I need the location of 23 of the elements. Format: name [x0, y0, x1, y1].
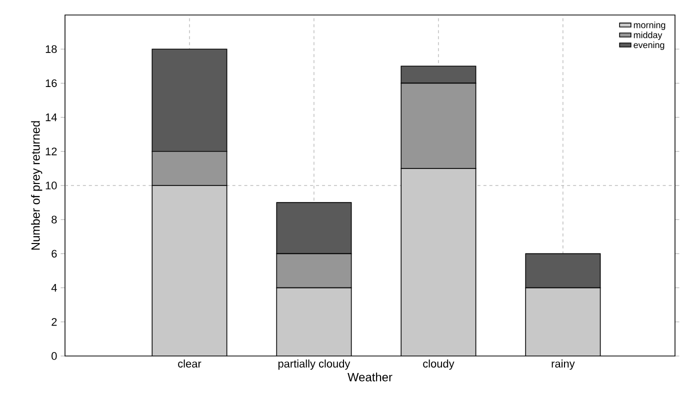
x-tick-label: cloudy [423, 360, 454, 370]
y-tick-label: 4 [51, 284, 57, 292]
y-tick-label: 0 [52, 352, 57, 360]
x-tick-label: clear [178, 360, 202, 368]
y-tick-label: 14 [46, 114, 57, 122]
bar [400, 168, 476, 356]
y-tick-label: 18 [46, 45, 57, 53]
y-tick-label: 6 [52, 250, 57, 258]
bar [276, 287, 352, 356]
legend-label: evening [634, 42, 664, 50]
y-tick-label: 10 [46, 182, 57, 190]
bar [152, 185, 228, 356]
legend-label: morning [634, 22, 666, 30]
x-tick-label: partially cloudy [278, 360, 350, 370]
y-tick-label: 2 [52, 318, 57, 326]
bar [525, 287, 601, 356]
legend-label: midday [634, 32, 662, 40]
y-tick-label: 12 [46, 148, 57, 156]
y-tick-label: 16 [46, 79, 57, 88]
y-axis-title: Number of prey returned [31, 121, 42, 250]
x-tick-label: rainy [552, 360, 575, 370]
x-axis-title: Weather [348, 372, 392, 382]
y-tick-label: 8 [52, 216, 57, 224]
